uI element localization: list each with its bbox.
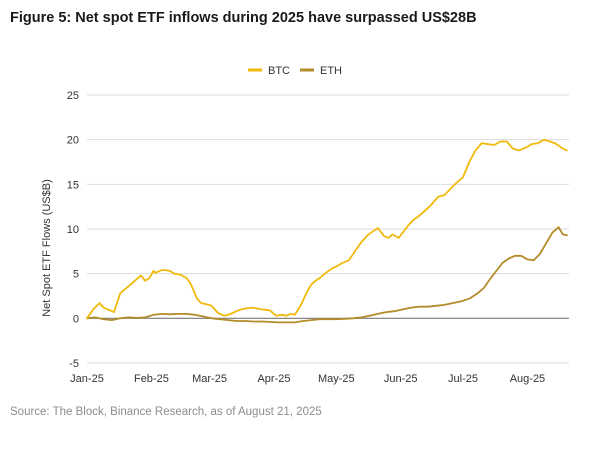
series-line-eth — [86, 226, 568, 324]
chart-title: Figure 5: Net spot ETF inflows during 20… — [10, 10, 477, 26]
legend-label-btc: BTC — [268, 65, 290, 77]
x-tick-label: Feb-25 — [134, 373, 169, 385]
y-axis-label: Net Spot ETF Flows (US$B) — [41, 179, 53, 317]
x-tick-label: Apr-25 — [257, 373, 290, 385]
y-tick-label: 10 — [67, 224, 79, 236]
y-tick-label: 25 — [67, 90, 79, 102]
y-tick-label: 0 — [73, 313, 79, 325]
x-tick-label: Aug-25 — [510, 373, 545, 385]
legend-label-eth: ETH — [320, 65, 342, 77]
series-line-btc — [86, 138, 568, 320]
y-axis-ticks: -5 0 5 10 15 20 25 — [67, 90, 79, 370]
y-tick-label: 5 — [73, 269, 79, 281]
x-tick-label: Mar-25 — [192, 373, 227, 385]
series-lines — [86, 138, 568, 324]
y-tick-label: 15 — [67, 179, 79, 191]
x-axis-ticks: Jan-25 Feb-25 Mar-25 Apr-25 May-25 Jun-25 Jul-… — [70, 373, 545, 385]
grid-lines — [87, 94, 569, 364]
x-tick-label: Jul-25 — [448, 373, 478, 385]
y-tick-label: 20 — [67, 135, 79, 147]
legend: BTC ETH — [248, 65, 342, 77]
source-note: Source: The Block, Binance Research, as … — [10, 406, 322, 418]
x-tick-label: Jan-25 — [70, 373, 104, 385]
x-tick-label: Jun-25 — [384, 373, 418, 385]
x-tick-label: May-25 — [318, 373, 355, 385]
y-tick-label: -5 — [69, 358, 79, 370]
